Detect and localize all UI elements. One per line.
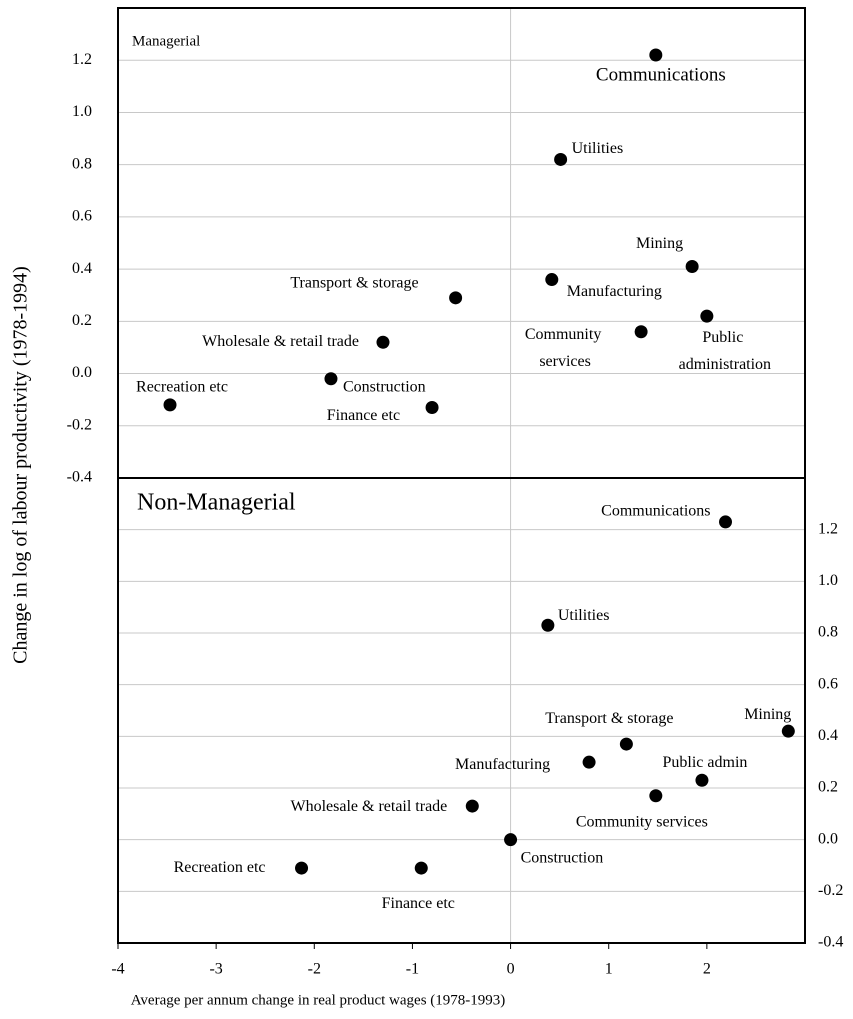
- point: [163, 398, 177, 412]
- point: [425, 401, 439, 414]
- y-tick-label: 0.0: [72, 364, 92, 381]
- point: [465, 799, 479, 813]
- point: [376, 335, 390, 349]
- y-tick-label: 0.4: [818, 727, 838, 744]
- label-line: administration: [675, 356, 771, 373]
- y-tick-label: 1.0: [72, 103, 92, 120]
- point: [504, 833, 518, 847]
- point: [700, 309, 714, 323]
- point-label: Manufacturing: [455, 756, 550, 773]
- point-label: Recreation etc: [174, 859, 266, 876]
- point-label: Wholesale & retail trade: [202, 333, 359, 350]
- y-tick-label: -0.2: [67, 416, 92, 433]
- panel-title: Managerial: [132, 33, 200, 49]
- point-label: Recreation etc: [136, 379, 228, 396]
- x-tick-label: 0: [507, 961, 515, 978]
- panel-frame: [117, 477, 806, 944]
- point: [582, 755, 596, 769]
- y-tick-label: 0.8: [72, 155, 92, 172]
- point: [649, 48, 663, 62]
- point: [685, 260, 699, 273]
- y-tick-label: 0.0: [818, 830, 838, 847]
- x-axis-label: Average per annum change in real product…: [131, 992, 506, 1008]
- x-tick-label: 2: [703, 961, 711, 978]
- point-label: Transport & storage: [545, 710, 673, 727]
- point-label: Mining: [744, 706, 791, 723]
- point: [414, 861, 428, 875]
- point-label: Public admin: [663, 754, 748, 771]
- y-tick-label: 0.4: [72, 260, 92, 277]
- point: [554, 152, 568, 166]
- point-label: Manufacturing: [567, 283, 662, 300]
- point: [295, 861, 309, 875]
- point-label: Construction: [343, 378, 426, 395]
- point: [619, 737, 633, 751]
- point-label: Communications: [601, 503, 710, 520]
- point-label: Community services: [576, 813, 708, 830]
- point-label: Public administration: [675, 329, 771, 373]
- point: [541, 618, 555, 632]
- point-label: Utilities: [558, 607, 610, 624]
- point-label: Finance etc: [327, 407, 400, 424]
- y-tick-label: 0.8: [818, 624, 838, 641]
- x-tick-label: -1: [406, 961, 419, 978]
- x-tick-label: -3: [209, 961, 222, 978]
- label-line: Community: [525, 325, 601, 342]
- point: [695, 773, 709, 787]
- point-label: Finance etc: [382, 895, 455, 912]
- y-tick-label: 0.6: [818, 675, 838, 692]
- point-label: Construction: [521, 849, 604, 866]
- point-label: Community services: [525, 325, 601, 369]
- panel-title: Non-Managerial: [137, 490, 296, 516]
- point-label: Communications: [596, 64, 726, 85]
- x-tick-label: 1: [605, 961, 613, 978]
- point-label: Wholesale & retail trade: [290, 798, 447, 815]
- x-tick-label: -4: [111, 961, 124, 978]
- x-tick-label: -2: [308, 961, 321, 978]
- y-tick-label: 1.2: [818, 520, 838, 537]
- y-tick-label: -0.2: [818, 882, 843, 899]
- point: [649, 789, 663, 803]
- point: [324, 372, 338, 386]
- point: [781, 724, 795, 738]
- point-label: Transport & storage: [290, 275, 418, 292]
- y-tick-label: 0.2: [72, 312, 92, 329]
- y-tick-label: -0.4: [818, 934, 843, 951]
- point: [719, 515, 733, 529]
- y-tick-label: -0.4: [67, 469, 92, 486]
- label-line: Public: [702, 329, 743, 346]
- y-tick-label: 1.0: [818, 572, 838, 589]
- point: [545, 273, 559, 287]
- y-tick-label: 1.2: [72, 51, 92, 68]
- point: [634, 325, 648, 339]
- point: [449, 291, 463, 305]
- point-label: Mining: [636, 235, 683, 252]
- y-axis-label: Change in log of labour productivity (19…: [10, 266, 32, 664]
- y-tick-label: 0.2: [818, 779, 838, 796]
- y-tick-label: 0.6: [72, 208, 92, 225]
- point-label: Utilities: [572, 140, 624, 157]
- label-line: services: [535, 352, 591, 369]
